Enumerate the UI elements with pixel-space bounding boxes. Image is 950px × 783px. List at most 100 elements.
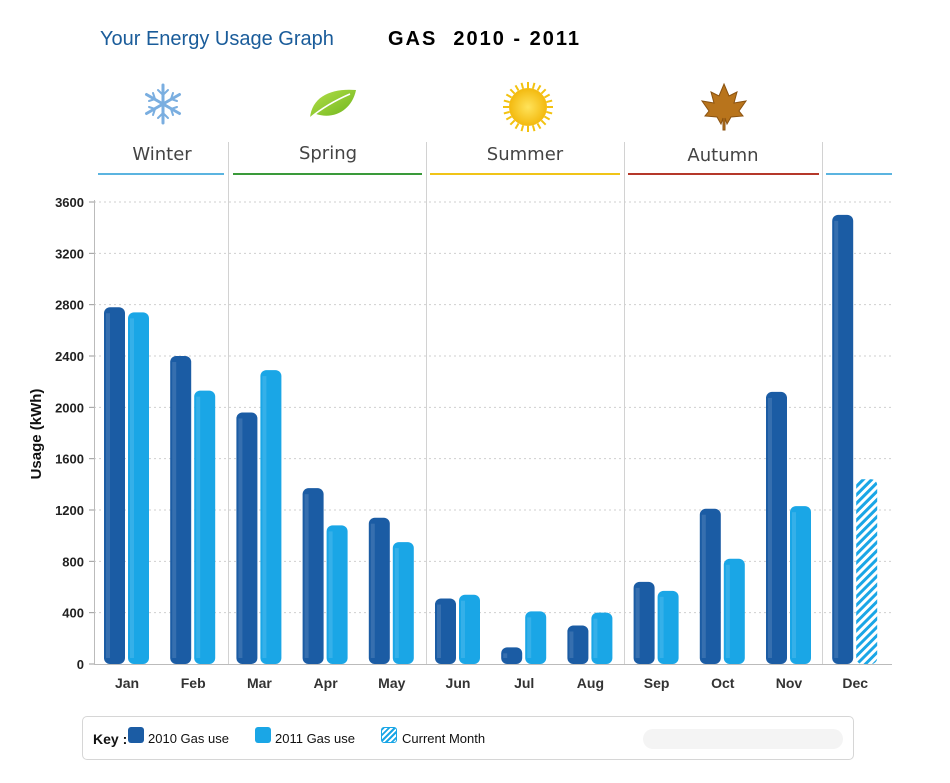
season-dividers — [228, 142, 823, 664]
y-tick-label: 0 — [77, 657, 84, 672]
bar-highlight — [262, 376, 267, 658]
bar-highlight — [172, 362, 177, 658]
x-tick-label-mar: Mar — [247, 675, 272, 691]
y-tick-label: 400 — [62, 606, 84, 621]
bar-highlight — [527, 617, 532, 658]
y-tick-label: 2800 — [55, 298, 84, 313]
x-tick-label-sep: Sep — [644, 675, 670, 691]
bar-2010-sep — [633, 581, 655, 664]
bar-2010-dec — [832, 214, 854, 665]
bar-highlight — [461, 600, 465, 658]
bar-highlight — [328, 531, 333, 658]
legend-swatch-2010 — [128, 727, 144, 743]
bar-highlight — [792, 512, 796, 658]
bar-highlight — [238, 418, 243, 658]
bar-2011-jul — [525, 611, 547, 664]
bar-highlight — [196, 396, 201, 658]
bar-2011-feb — [194, 390, 216, 664]
bar-highlight — [635, 587, 640, 658]
bar-2011-aug — [591, 612, 613, 664]
bar-2011-jan — [128, 312, 149, 664]
legend-swatch-current-month — [381, 727, 397, 743]
season-label-autumn: Autumn — [687, 145, 759, 166]
season-label-winter: Winter — [132, 144, 192, 165]
bar-2010-jan — [104, 307, 125, 664]
bar-2010-oct — [699, 508, 721, 664]
bar-highlight — [768, 397, 772, 658]
bar-2011-oct — [723, 558, 745, 664]
season-label-spring: Spring — [298, 143, 358, 164]
bar-2010-nov — [766, 391, 787, 664]
bar-2010-aug — [567, 625, 589, 664]
y-axis-label: Usage (kWh) — [28, 389, 45, 480]
legend-empty-area — [643, 729, 843, 749]
bar-2011-dec-current-month — [856, 479, 878, 664]
y-gridlines — [89, 201, 892, 665]
bar-2010-apr — [302, 488, 324, 664]
bar-2010-mar — [236, 412, 258, 664]
fuel-type: GAS — [388, 28, 438, 50]
x-axis-tick-labels: Jan Feb Mar Apr May Jun Jul Aug Sep Oct Nov Dec — [115, 675, 868, 691]
x-tick-label-aug: Aug — [577, 675, 604, 691]
bar-highlight — [503, 653, 508, 658]
x-tick-label-may: May — [378, 675, 405, 691]
y-tick-label: 3200 — [55, 246, 84, 261]
bar-2011-nov — [790, 506, 811, 664]
fuel-period-heading: GAS 2010 - 2011 — [388, 28, 581, 51]
bar-highlight — [106, 313, 110, 658]
bar-highlight — [569, 631, 574, 658]
y-tick-label: 2000 — [55, 400, 84, 415]
bar-2010-may — [368, 517, 390, 664]
snowflake-icon — [145, 83, 181, 125]
bar-highlight — [437, 604, 441, 658]
legend-swatch-2011 — [255, 727, 271, 743]
sun-icon — [503, 82, 553, 132]
bar-highlight — [725, 564, 730, 658]
y-tick-label: 1600 — [55, 452, 84, 467]
graph-title: Your Energy Usage Graph — [100, 28, 334, 50]
bar-2011-may — [392, 542, 414, 664]
bar-highlight — [593, 618, 598, 658]
x-tick-label-jul: Jul — [514, 675, 534, 691]
bar-2011-jun — [459, 594, 480, 664]
bar-2010-feb — [170, 356, 192, 664]
legend-label-2010: 2010 Gas use — [148, 731, 229, 746]
bars — [104, 214, 878, 665]
legend-title: Key : — [93, 731, 128, 747]
x-tick-label-oct: Oct — [711, 675, 735, 691]
y-tick-label: 2400 — [55, 349, 84, 364]
legend-label-current-month: Current Month — [402, 731, 486, 746]
legend-label-2011: 2011 Gas use — [275, 731, 355, 746]
x-tick-label-apr: Apr — [314, 675, 339, 691]
x-tick-label-feb: Feb — [181, 675, 206, 691]
bar-highlight — [394, 548, 399, 658]
leaf-icon — [309, 89, 356, 119]
y-tick-label: 1200 — [55, 503, 84, 518]
bar-2011-sep — [657, 590, 679, 664]
x-tick-label-nov: Nov — [776, 675, 803, 691]
bar-highlight — [370, 523, 375, 658]
x-tick-label-jun: Jun — [446, 675, 471, 691]
season-label-summer: Summer — [486, 144, 564, 165]
legend: Key : 2010 Gas use 2011 Gas use Current … — [82, 716, 854, 760]
maple-leaf-icon — [700, 82, 748, 131]
bar-highlight — [834, 220, 839, 659]
x-tick-label-jan: Jan — [115, 675, 139, 691]
y-tick-label: 800 — [62, 554, 84, 569]
period-separator: - — [513, 28, 523, 50]
bar-2010-jul — [501, 647, 523, 664]
bar-2011-mar — [260, 370, 282, 664]
period-start: 2010 — [453, 28, 506, 50]
x-tick-label-dec: Dec — [842, 675, 868, 691]
y-axis-tick-labels: 0 400 800 1200 1600 2000 2400 2800 3200 3600 — [55, 195, 84, 672]
bar-highlight — [304, 494, 309, 658]
period-end: 2011 — [529, 28, 582, 50]
bar-2010-jun — [435, 598, 456, 664]
bar-highlight — [701, 514, 706, 658]
bar-2011-apr — [326, 525, 348, 664]
bar-highlight — [130, 318, 134, 658]
y-tick-label: 3600 — [55, 195, 84, 210]
bar-highlight — [659, 596, 664, 658]
